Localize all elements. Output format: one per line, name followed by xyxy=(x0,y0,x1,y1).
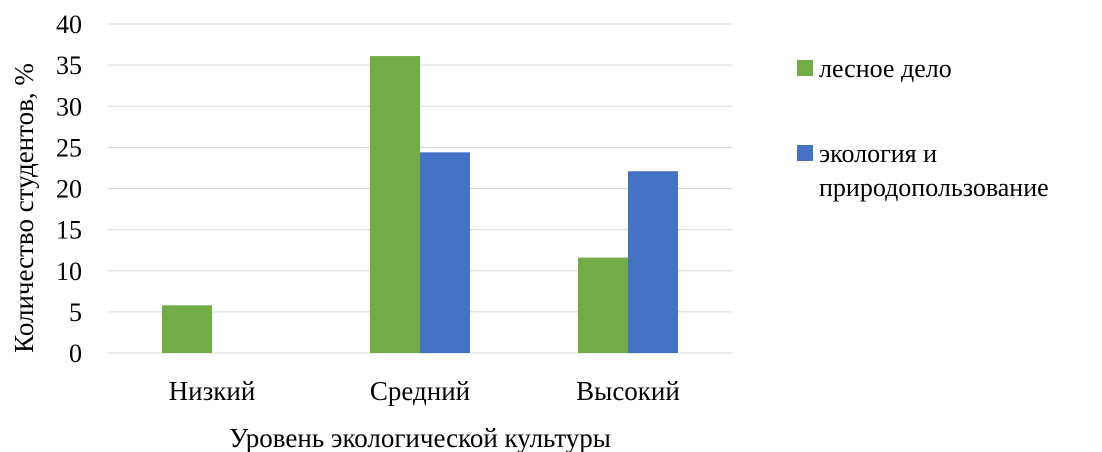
y-tick-labels: 0 5 10 15 20 25 30 35 40 xyxy=(56,10,82,368)
y-tick-label: 25 xyxy=(56,133,82,162)
y-tick-label: 15 xyxy=(56,216,82,245)
x-axis-title: Уровень экологической культуры xyxy=(229,423,611,452)
legend-label: природопользование xyxy=(819,173,1049,202)
y-tick-label: 5 xyxy=(69,298,82,327)
bar-forestry-1 xyxy=(370,56,420,353)
legend-swatch xyxy=(797,60,813,76)
x-category-label: Высокий xyxy=(576,376,680,406)
legend-label: лесное дело xyxy=(819,54,952,83)
y-tick-label: 35 xyxy=(56,51,82,80)
y-tick-label: 10 xyxy=(56,257,82,286)
bar-ecology-2 xyxy=(628,171,678,353)
x-category-label: Низкий xyxy=(169,376,256,406)
x-category-labels: Низкий Средний Высокий xyxy=(169,376,680,406)
y-tick-label: 30 xyxy=(56,92,82,121)
y-tick-label: 40 xyxy=(56,10,82,39)
bar-forestry-2 xyxy=(578,257,628,353)
bar-ecology-1 xyxy=(420,152,470,353)
y-tick-label: 0 xyxy=(69,339,82,368)
y-axis-title: Количество студентов, % xyxy=(9,63,39,353)
legend: лесное дело экология и природопользование xyxy=(797,54,1049,202)
legend-label: экология и xyxy=(819,139,937,168)
bar-forestry-0 xyxy=(162,305,212,353)
y-tick-label: 20 xyxy=(56,175,82,204)
legend-swatch xyxy=(797,145,813,161)
x-category-label: Средний xyxy=(370,376,470,406)
bars xyxy=(162,56,678,353)
